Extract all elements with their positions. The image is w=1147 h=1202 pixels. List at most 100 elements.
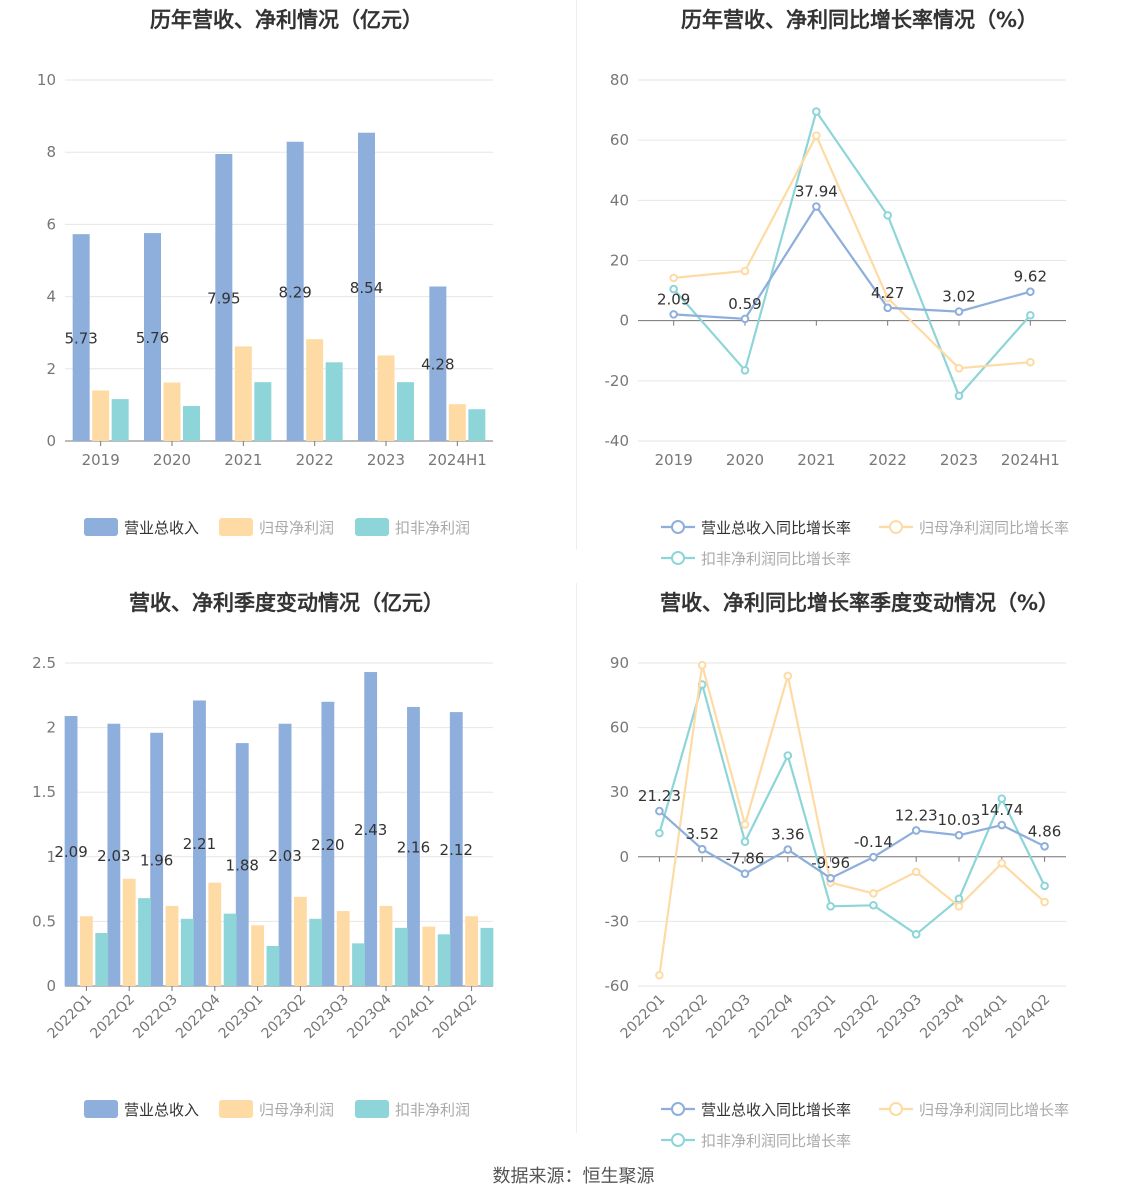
- growth-data-label: 0.59: [728, 295, 761, 313]
- y-tick-label: 60: [610, 719, 629, 737]
- bar-deducted-profit: [352, 943, 365, 986]
- data-point: [740, 837, 750, 847]
- growth-data-label: 4.86: [1028, 822, 1061, 840]
- bar-revenue: [286, 141, 304, 441]
- legend-swatch: [219, 1100, 253, 1118]
- data-point: [1026, 310, 1035, 320]
- growth-data-label: 10.03: [938, 811, 981, 829]
- x-tick-label: 2023Q1: [789, 992, 840, 1043]
- series-line: [673, 133, 1031, 370]
- legend-marker: [889, 520, 903, 534]
- data-point: [883, 293, 892, 303]
- bar-revenue: [107, 723, 121, 986]
- bar-deducted-profit: [468, 409, 486, 441]
- bar-revenue: [193, 700, 206, 986]
- bar-revenue: [364, 672, 378, 986]
- annual-revenue-profit-panel: 历年营收、净利情况（亿元） 0 2 4 6 8 10 2019 2020 2021 2022 202…: [0, 0, 573, 570]
- bar-net-profit: [377, 355, 395, 441]
- revenue-data-label: 4.28: [421, 356, 454, 374]
- x-tick-label: 2023Q2: [259, 992, 310, 1043]
- legend-marker: [889, 1102, 903, 1116]
- legend-label: 营业总收入同比增长率: [701, 519, 851, 537]
- bar-deducted-profit: [111, 399, 129, 441]
- data-point: [655, 828, 664, 838]
- growth-data-label: 14.74: [980, 801, 1023, 819]
- chart-title: 营收、净利同比增长率季度变动情况（%）: [659, 591, 1060, 615]
- x-tick-label: 2021: [797, 451, 835, 469]
- legend-label: 扣非净利润: [395, 519, 470, 537]
- x-tick-label: 2024H1: [1001, 451, 1060, 469]
- data-point: [669, 273, 678, 283]
- bar-deducted-profit: [180, 918, 194, 986]
- revenue-data-label: 2.09: [54, 843, 87, 861]
- legend-label: 营业总收入: [124, 1101, 199, 1119]
- bar-deducted-profit: [254, 382, 272, 441]
- data-point: [911, 867, 921, 877]
- x-tick-label: 2019: [82, 451, 120, 469]
- data-point: [669, 284, 678, 294]
- x-tick-label: 2024Q2: [430, 992, 481, 1043]
- chart-title: 历年营收、净利情况（亿元）: [150, 8, 423, 32]
- y-tick-label: -20: [605, 372, 630, 390]
- data-point: [740, 820, 750, 829]
- y-tick-label: 1.5: [32, 783, 56, 801]
- x-tick-label: 2024Q2: [1003, 992, 1054, 1043]
- revenue-data-label: 5.73: [64, 330, 97, 348]
- data-point: [697, 844, 707, 854]
- data-point: [740, 314, 750, 324]
- revenue-data-label: 1.88: [226, 857, 259, 875]
- y-tick-label: 30: [610, 783, 629, 801]
- legend-marker: [671, 1133, 685, 1147]
- x-tick-label: 2023: [940, 451, 978, 469]
- x-tick-label: 2022Q4: [746, 991, 797, 1042]
- y-tick-label: 0: [46, 977, 56, 995]
- legend-label: 营业总收入: [124, 519, 199, 537]
- x-tick-label: 2023Q4: [344, 991, 395, 1042]
- growth-data-label: 3.02: [942, 288, 975, 306]
- revenue-data-label: 8.29: [278, 283, 311, 301]
- revenue-data-label: 2.03: [268, 847, 301, 865]
- bar-net-profit: [92, 390, 110, 441]
- x-tick-label: 2023Q4: [917, 991, 968, 1042]
- annual-growth-rate-chart: -40 -20 0 20 40 60 80 2019 2020 2021 2022 2023 2024H…: [605, 71, 1070, 568]
- legend-swatch: [355, 518, 389, 536]
- bar-revenue: [144, 233, 161, 441]
- bar-deducted-profit: [95, 933, 109, 986]
- series-line: [672, 109, 1032, 398]
- growth-data-label: -0.14: [854, 833, 893, 851]
- y-tick-label: 10: [37, 71, 56, 89]
- chart-title: 营收、净利季度变动情况（亿元）: [129, 591, 444, 615]
- bar-net-profit: [122, 878, 136, 986]
- revenue-data-label: 2.16: [397, 838, 430, 856]
- x-tick-label: 2022Q1: [618, 992, 669, 1043]
- data-point: [954, 307, 964, 316]
- bar-net-profit: [208, 882, 222, 986]
- revenue-data-label: 2.12: [440, 841, 473, 859]
- y-tick-label: 0: [619, 312, 629, 330]
- bar-net-profit: [165, 905, 179, 986]
- bar-deducted-profit: [394, 927, 408, 986]
- legend-swatch: [84, 1100, 118, 1118]
- data-point: [812, 131, 821, 140]
- data-source: 数据来源：恒生聚源: [492, 1166, 655, 1187]
- series-line: [658, 680, 1046, 936]
- y-tick-label: 20: [610, 252, 629, 270]
- data-point: [883, 211, 892, 220]
- bar-net-profit: [379, 905, 393, 986]
- series-line: [658, 810, 1046, 880]
- data-point: [826, 902, 835, 911]
- data-point: [1026, 357, 1035, 367]
- data-point: [783, 751, 793, 760]
- bar-net-profit: [293, 896, 307, 986]
- growth-data-label: 12.23: [895, 806, 938, 824]
- series-line: [658, 664, 1046, 976]
- bar-deducted-profit: [183, 405, 200, 441]
- bar-deducted-profit: [223, 913, 237, 986]
- bar-net-profit: [251, 925, 265, 986]
- series-line: [673, 204, 1031, 321]
- quarterly-revenue-profit-chart: 00.511.522.52022Q12022Q22022Q32022Q42023…: [32, 654, 494, 1119]
- bar-deducted-profit: [480, 927, 494, 986]
- data-point: [655, 970, 664, 980]
- legend-label: 营业总收入同比增长率: [701, 1101, 851, 1119]
- y-tick-label: 80: [610, 71, 629, 89]
